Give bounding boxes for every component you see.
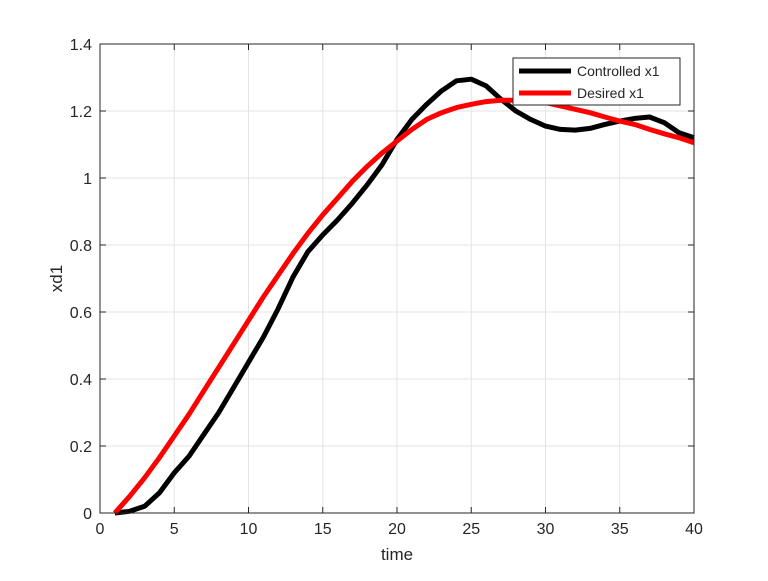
legend: Controlled x1 Desired x1 — [512, 57, 681, 106]
x-tick-label: 10 — [240, 521, 258, 538]
axis-ticks: 0 5 10 15 20 25 30 35 40 0 0.2 0.4 0.6 0.8 1 1.2 1.4 — [70, 37, 703, 538]
x-tick-label: 25 — [462, 521, 480, 538]
series-line-controlled-x1 — [114, 76, 695, 516]
x-tick-label: 40 — [685, 521, 703, 538]
legend-box — [512, 57, 681, 106]
x-tick-label: 5 — [170, 521, 179, 538]
y-tick-label: 0.2 — [70, 439, 92, 456]
y-tick-label: 1.4 — [70, 37, 92, 54]
y-tick-label: 0.8 — [70, 238, 92, 255]
legend-label-controlled-x1: Controlled x1 — [577, 63, 660, 79]
x-tick-label: 35 — [611, 521, 629, 538]
series-layer — [112, 76, 695, 516]
legend-label-desired-x1: Desired x1 — [577, 85, 644, 101]
y-tick-label: 1 — [83, 171, 92, 188]
y-tick-label: 1.2 — [70, 104, 92, 121]
x-tick-label: 0 — [96, 521, 105, 538]
y-axis-label: xd1 — [47, 265, 66, 292]
y-tick-label: 0.4 — [70, 372, 92, 389]
y-tick-label: 0 — [83, 506, 92, 523]
x-axis-label: time — [381, 545, 413, 564]
x-tick-label: 15 — [314, 521, 332, 538]
y-tick-label: 0.6 — [70, 305, 92, 322]
x-tick-label: 30 — [537, 521, 555, 538]
x-tick-label: 20 — [388, 521, 406, 538]
series-line-desired-x1 — [112, 97, 695, 515]
